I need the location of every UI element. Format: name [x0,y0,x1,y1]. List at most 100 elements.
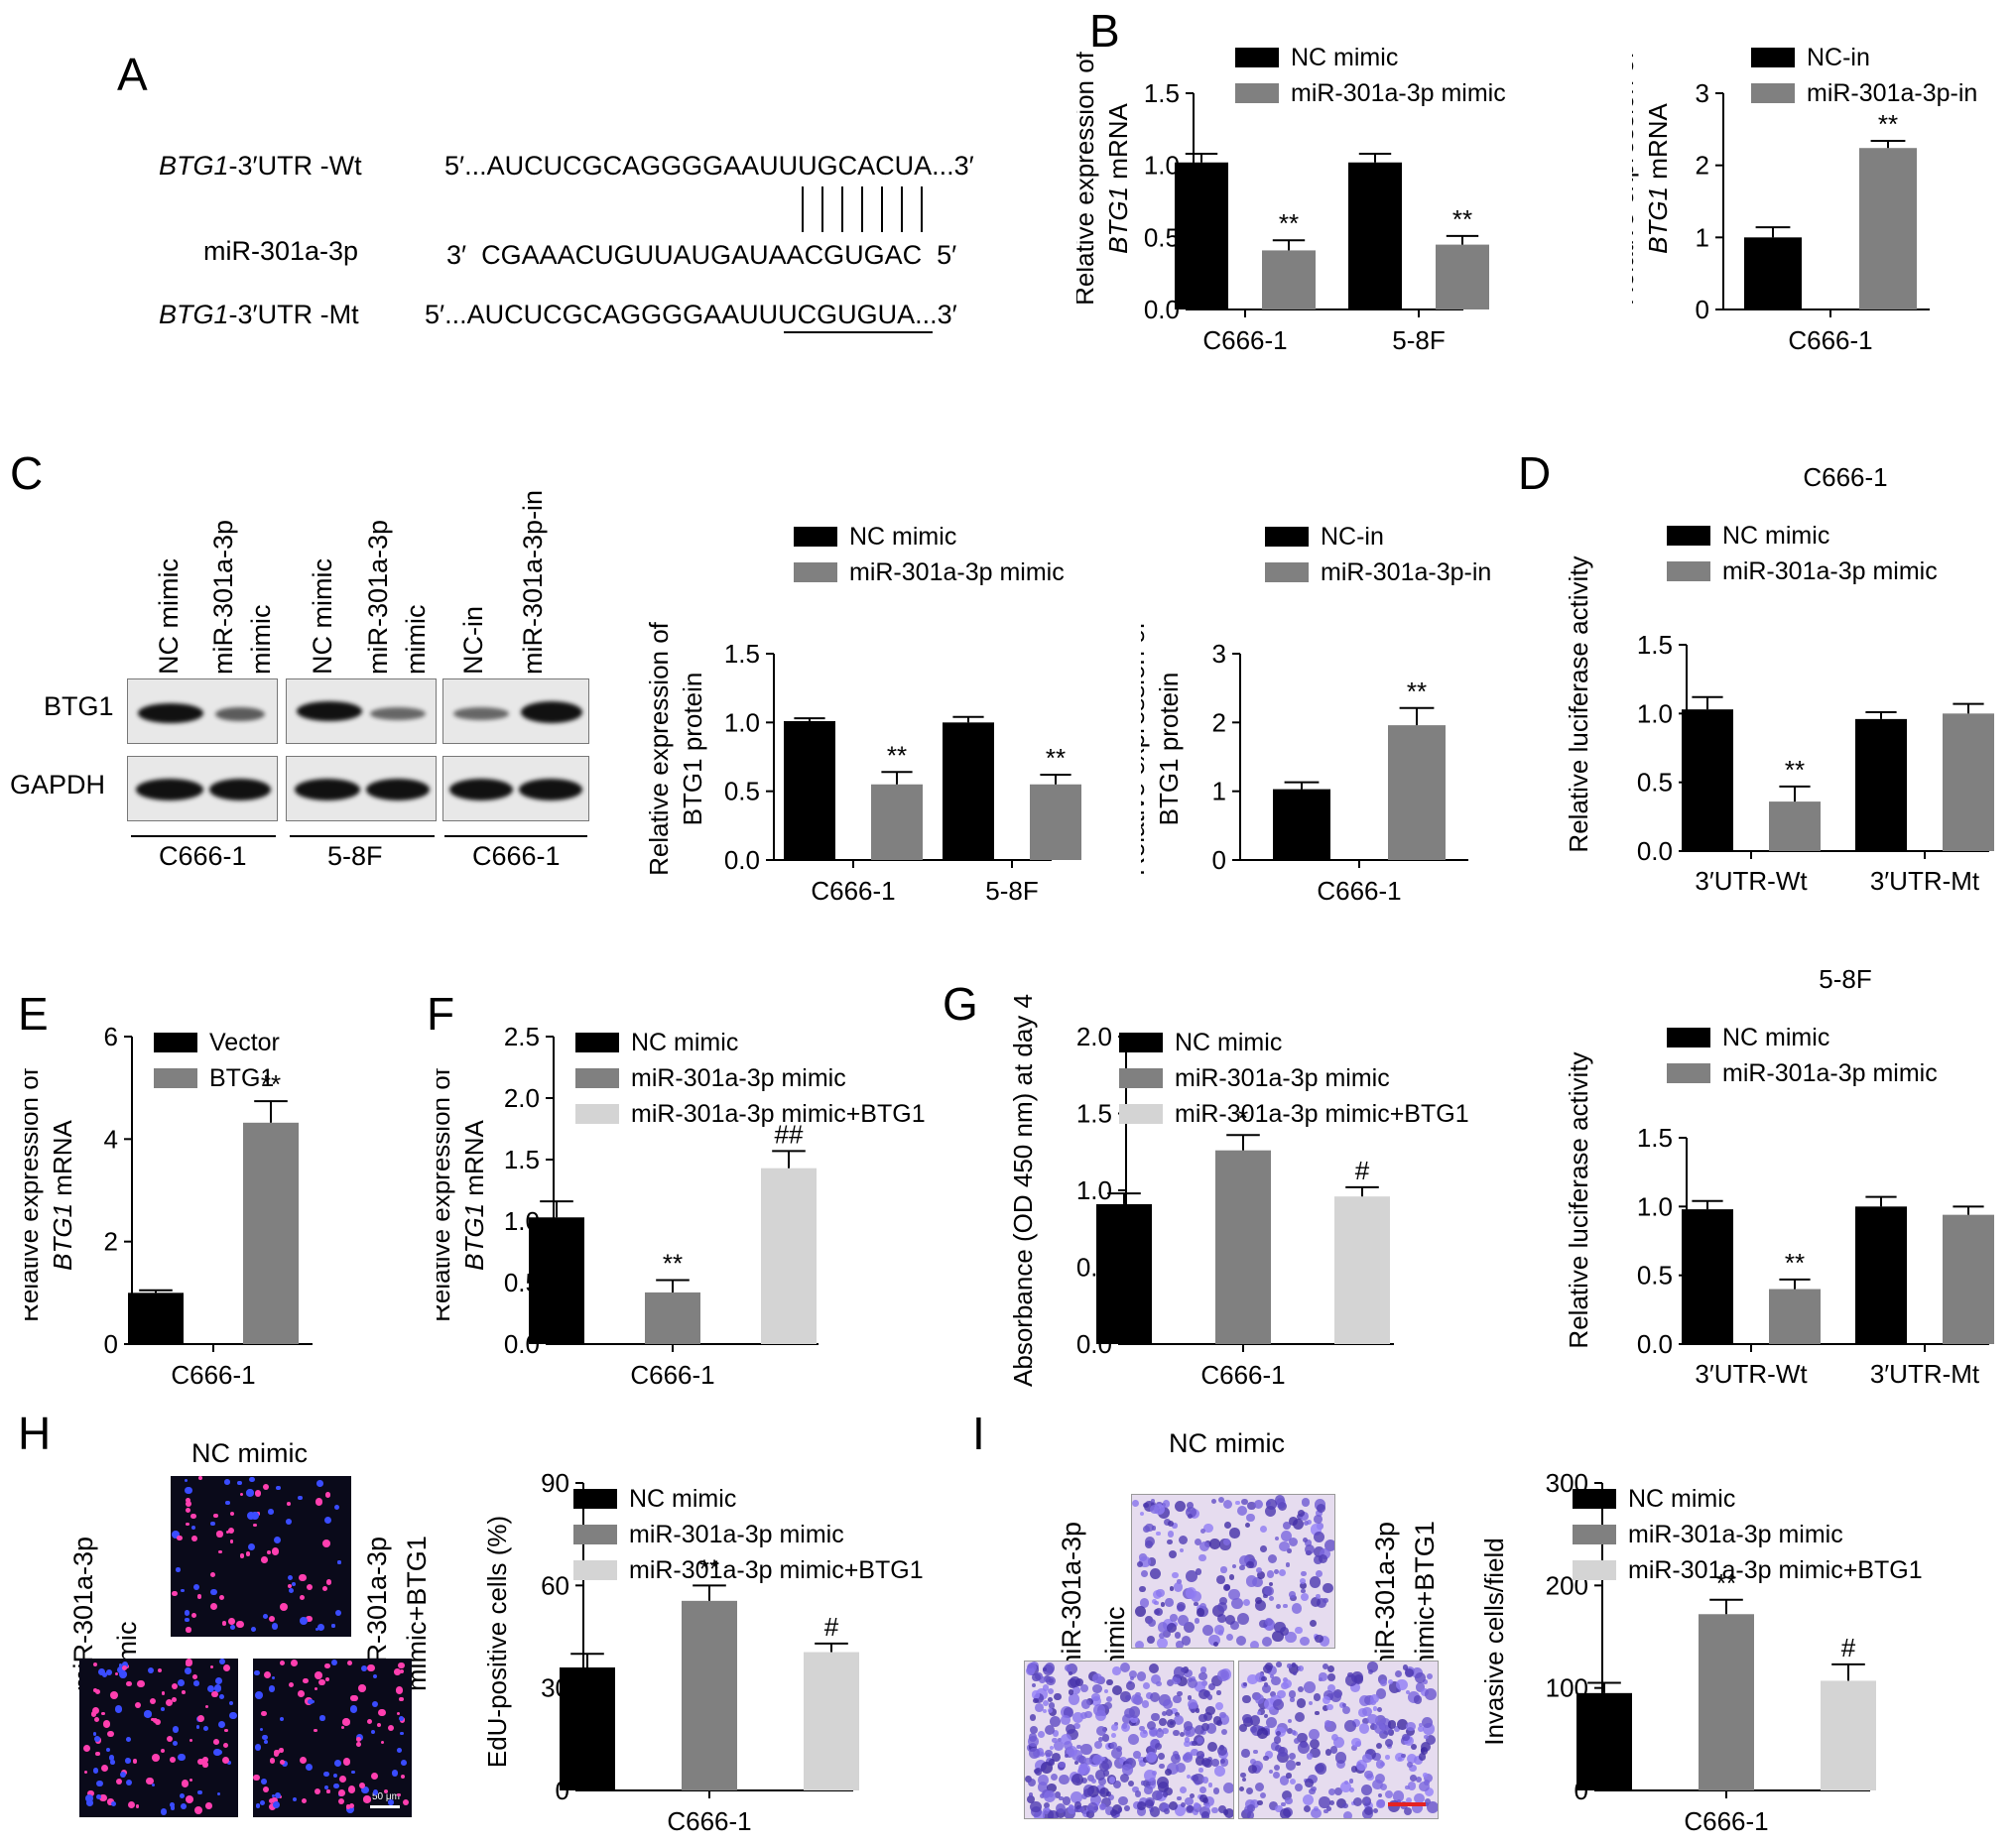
cell-dot [298,1689,305,1697]
cell-dot [1092,1703,1105,1716]
cell-dot [1043,1699,1050,1707]
cell-dot [1300,1588,1306,1594]
blot-group-label: C666-1 [472,841,561,871]
cell-dot [1379,1761,1385,1767]
cell-dot [225,1531,230,1535]
cell-dot [1362,1717,1369,1725]
cell-dot [93,1688,97,1693]
cell-dot [1080,1744,1092,1756]
cell-dot [1291,1730,1297,1735]
cell-dot [1326,1664,1335,1673]
cell-dot [1173,1665,1186,1678]
cell-dot [1148,1727,1159,1737]
cell-dot [1268,1595,1274,1601]
cell-dot [1176,1601,1186,1611]
cell-dot [1163,1698,1174,1709]
cell-dot [1148,1778,1157,1785]
cell-dot [1370,1722,1375,1727]
cell-dot [1063,1709,1071,1717]
cell-dot [314,1787,320,1794]
cell-dot [84,1793,93,1802]
cell-dot [1288,1719,1293,1724]
legend-label: miR-301a-3p mimic+BTG1 [631,1100,926,1128]
cell-dot [1223,1807,1233,1818]
cell-dot [1177,1690,1183,1697]
lane-label: miR-301a-3p-in [518,489,548,675]
cell-dot [170,1805,176,1810]
cell-dot [1283,1522,1291,1531]
cell-dot [1086,1785,1099,1797]
cell-dot [1314,1531,1325,1542]
cell-dot [198,1476,203,1480]
cell-dot [262,1735,268,1741]
cell-dot [1156,1680,1163,1687]
cell-dot [1054,1741,1064,1751]
cell-dot [1193,1808,1199,1815]
cell-dot [1323,1582,1333,1594]
edu-image-mimic [79,1659,238,1817]
cell-dot [1397,1718,1409,1730]
y-axis-label: BTG1 protein [678,673,707,826]
legend-swatch [575,1068,619,1088]
cell-dot [253,1774,260,1782]
cell-dot [1424,1797,1431,1805]
cell-dot [1288,1537,1298,1546]
cell-dot [264,1670,272,1678]
cell-dot [1303,1794,1315,1806]
cell-dot [1272,1771,1280,1779]
cell-dot [1140,1512,1145,1517]
cell-dot [229,1711,237,1720]
cell-dot [358,1684,366,1692]
x-tick-label: C666-1 [171,1360,255,1390]
cell-dot [1052,1752,1061,1762]
bar [529,1217,584,1344]
cell-dot [397,1662,405,1669]
cell-dot [1364,1798,1370,1803]
cell-dot [1324,1749,1332,1757]
cell-dot [1269,1705,1280,1716]
y-tick-label: 1 [1696,222,1709,252]
cell-dot [1304,1681,1316,1694]
panel-letter-h: H [18,1408,52,1459]
cell-dot [1412,1802,1424,1814]
cell-dot [323,1785,328,1789]
cell-dot [1082,1809,1090,1817]
cell-dot [287,1583,292,1588]
cell-dot [255,1803,261,1808]
cell-dot [1219,1758,1226,1765]
cell-dot [1210,1498,1217,1505]
image-label-left: miR-301a-3p mimic [1057,1521,1130,1676]
cell-dot [197,1789,202,1795]
cell-dot [1217,1614,1227,1623]
cell-dot [1144,1798,1154,1809]
cell-dot [403,1798,410,1805]
cell-dot [1160,1602,1165,1607]
cell-dot [1052,1730,1059,1737]
cell-dot [189,1778,193,1782]
cell-dot [1377,1792,1383,1798]
y-axis-label: Relative expression of [644,621,674,876]
y-tick-label: 1.5 [504,1145,540,1174]
cell-dot [1177,1675,1188,1687]
cell-dot [1205,1706,1215,1716]
cell-dot [1028,1792,1034,1797]
cell-dot [1406,1689,1411,1694]
cell-dot [96,1794,102,1799]
cell-dot [280,1661,286,1666]
cell-dot [1266,1570,1274,1578]
cell-dot [1424,1734,1429,1740]
x-tick-label: 3′UTR-Wt [1695,866,1808,896]
cell-dot [1281,1801,1286,1807]
cell-dot [351,1770,356,1775]
cell-dot [1410,1743,1417,1750]
cell-dot [268,1802,276,1810]
cell-dot [1379,1783,1387,1790]
cell-dot [1236,1505,1248,1517]
cell-dot [1420,1741,1432,1753]
cell-dot [1353,1674,1364,1684]
cell-dot [1269,1690,1277,1698]
cell-dot [216,1791,221,1796]
cell-dot [196,1593,202,1599]
cell-dot [229,1625,235,1631]
cell-dot [186,1627,191,1633]
